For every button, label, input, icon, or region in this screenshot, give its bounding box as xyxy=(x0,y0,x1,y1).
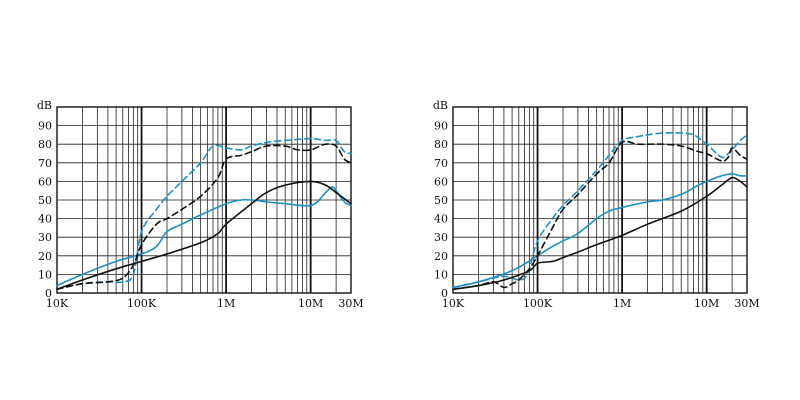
x-tick-label: 30M xyxy=(338,297,363,310)
x-tick-label: 10K xyxy=(46,297,69,310)
series-group xyxy=(452,132,748,291)
series-line-3 xyxy=(452,176,748,291)
series-line-4 xyxy=(452,140,748,291)
y-tick-label: 50 xyxy=(434,194,448,207)
x-tick-label: 1M xyxy=(217,297,235,310)
y-tick-label: 0 xyxy=(45,287,52,300)
y-tick-label: 10 xyxy=(38,268,52,281)
y-axis-unit: dB xyxy=(433,99,448,112)
y-tick-label: 90 xyxy=(38,120,52,133)
plot-frame xyxy=(452,106,748,294)
grid xyxy=(57,107,351,293)
y-tick-label: 20 xyxy=(434,250,448,263)
y-tick-label: 50 xyxy=(38,194,52,207)
y-tick-label: 10 xyxy=(434,268,448,281)
series-line-2 xyxy=(56,137,352,291)
x-tick-label: 100K xyxy=(523,297,553,310)
grid xyxy=(453,107,747,293)
x-tick-label: 30M xyxy=(734,297,759,310)
series-line-2 xyxy=(452,132,748,289)
series-line-4 xyxy=(56,143,352,291)
y-tick-label: 70 xyxy=(38,157,52,170)
y-tick-label: 80 xyxy=(434,138,448,151)
plot-frame xyxy=(56,106,352,294)
x-tick-label: 100K xyxy=(127,297,157,310)
y-tick-label: 0 xyxy=(441,287,448,300)
series-group xyxy=(56,137,352,291)
y-tick-label: 60 xyxy=(434,175,448,188)
y-tick-label: 80 xyxy=(38,138,52,151)
x-tick-label: 10K xyxy=(442,297,465,310)
left-chart: 0 10 20 30 40 50 60 70 80 90 dB 10K 100K 1M 10M 30M xyxy=(37,99,364,310)
y-tick-label: 20 xyxy=(38,250,52,263)
x-tick-label: 10M xyxy=(298,297,323,310)
y-tick-label: 30 xyxy=(434,231,448,244)
y-tick-label: 60 xyxy=(38,175,52,188)
y-tick-label: 90 xyxy=(434,120,448,133)
right-chart: 0 10 20 30 40 50 60 70 80 90 dB 10K 100K 1M 10M 30M xyxy=(433,99,760,310)
y-tick-label: 70 xyxy=(434,157,448,170)
y-tick-label: 40 xyxy=(434,213,448,226)
x-tick-label: 1M xyxy=(613,297,631,310)
y-tick-label: 40 xyxy=(38,213,52,226)
series-line-3 xyxy=(56,180,352,291)
y-tick-label: 30 xyxy=(38,231,52,244)
y-axis-unit: dB xyxy=(37,99,52,112)
x-tick-label: 10M xyxy=(694,297,719,310)
